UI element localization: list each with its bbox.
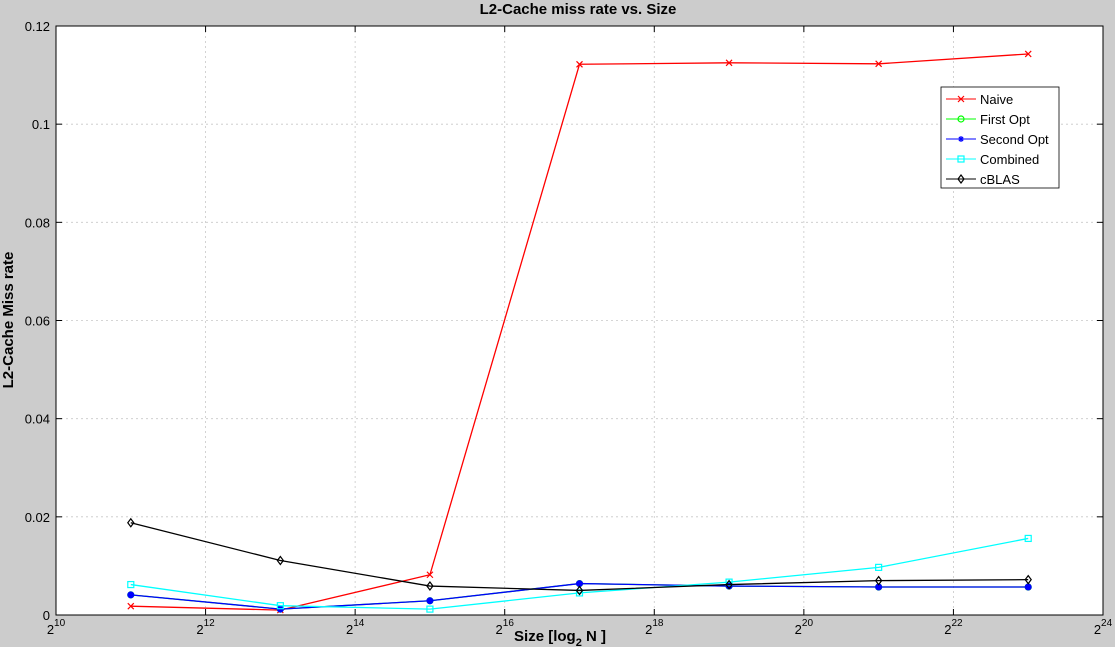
x-tick-label: 220 xyxy=(795,618,814,637)
y-axis: 0 0.02 0.04 0.06 0.08 0.1 0.12 xyxy=(25,19,1103,623)
legend-item: cBLAS xyxy=(946,172,1020,187)
legend-item: Combined xyxy=(946,152,1039,167)
data-point xyxy=(276,555,285,566)
x-tick-exponent: 22 xyxy=(951,618,963,629)
x-axis-label-prefix: Size [log xyxy=(514,628,576,645)
legend-item: Second Opt xyxy=(946,132,1049,147)
x-axis: 210 212 214 216 218 220 222 224 xyxy=(47,26,1113,637)
data-point xyxy=(426,605,434,613)
data-point xyxy=(725,579,733,590)
data-point xyxy=(957,174,965,184)
legend-label: First Opt xyxy=(980,112,1030,127)
legend-item: Naive xyxy=(946,92,1013,107)
x-tick-base: 2 xyxy=(795,622,802,637)
x-tick-label: 218 xyxy=(645,618,664,637)
data-point xyxy=(1024,534,1032,543)
data-point xyxy=(1024,50,1032,58)
legend-label: Combined xyxy=(980,152,1039,167)
chart-title: L2-Cache miss rate vs. Size xyxy=(480,1,677,18)
y-tick-label: 0.12 xyxy=(25,19,50,34)
legend-item: First Opt xyxy=(946,112,1030,127)
data-point xyxy=(426,597,434,605)
x-tick-exponent: 12 xyxy=(204,618,216,629)
data-point xyxy=(127,602,135,610)
x-tick-exponent: 14 xyxy=(353,618,365,629)
x-axis-label-subscript: 2 xyxy=(576,637,582,647)
data-point xyxy=(1024,583,1032,591)
legend: Naive First Opt Second Opt Combined cBLAS xyxy=(940,86,1060,189)
data-point xyxy=(127,517,135,528)
x-tick-base: 2 xyxy=(645,622,652,637)
data-point xyxy=(576,60,583,68)
x-tick-exponent: 20 xyxy=(802,618,814,629)
y-tick-label: 0.1 xyxy=(32,117,50,132)
plot-area xyxy=(56,26,1103,615)
x-tick-exponent: 16 xyxy=(503,618,515,629)
x-tick-label: 222 xyxy=(944,618,963,637)
data-point xyxy=(957,95,965,103)
x-tick-label: 210 xyxy=(47,618,66,637)
data-point xyxy=(127,580,135,589)
x-tick-base: 2 xyxy=(1094,622,1101,637)
y-tick-label: 0.08 xyxy=(25,215,50,230)
x-tick-base: 2 xyxy=(496,622,503,637)
data-point xyxy=(426,581,434,592)
y-tick-label: 0.06 xyxy=(25,314,50,329)
data-point xyxy=(426,571,434,579)
x-tick-base: 2 xyxy=(944,622,951,637)
x-tick-label: 216 xyxy=(496,618,515,637)
data-point xyxy=(958,136,964,142)
x-tick-exponent: 24 xyxy=(1101,618,1113,629)
series-line xyxy=(130,522,1029,592)
data-point xyxy=(127,591,135,599)
legend-label: Second Opt xyxy=(980,132,1049,147)
y-tick-label: 0.04 xyxy=(25,412,50,427)
legend-label: Naive xyxy=(980,92,1013,107)
series-line xyxy=(130,537,1029,610)
data-point xyxy=(875,563,883,571)
series-combined xyxy=(127,534,1032,613)
x-tick-base: 2 xyxy=(47,622,54,637)
x-tick-label: 214 xyxy=(346,618,365,637)
x-tick-label: 212 xyxy=(196,618,215,637)
y-tick-label: 0 xyxy=(43,608,50,623)
x-tick-label: 224 xyxy=(1094,618,1113,637)
series-layer xyxy=(127,50,1032,614)
data-point xyxy=(725,59,733,67)
y-axis-label: L2-Cache Miss rate xyxy=(0,252,17,389)
x-axis-label-suffix: N ] xyxy=(582,628,606,645)
data-point xyxy=(575,585,584,596)
x-tick-exponent: 18 xyxy=(652,618,664,629)
series-cblas xyxy=(127,517,1032,596)
x-axis-label: Size [log2 N ] xyxy=(514,628,606,647)
grid xyxy=(56,26,1103,615)
x-tick-base: 2 xyxy=(346,622,353,637)
y-tick-label: 0.02 xyxy=(25,510,50,525)
data-point xyxy=(957,155,965,163)
data-point xyxy=(874,575,883,586)
x-tick-base: 2 xyxy=(196,622,203,637)
data-point xyxy=(1024,574,1032,585)
data-point xyxy=(276,602,284,610)
data-point xyxy=(875,60,883,68)
legend-label: cBLAS xyxy=(980,172,1020,187)
data-point xyxy=(957,115,965,123)
x-tick-exponent: 10 xyxy=(54,618,66,629)
